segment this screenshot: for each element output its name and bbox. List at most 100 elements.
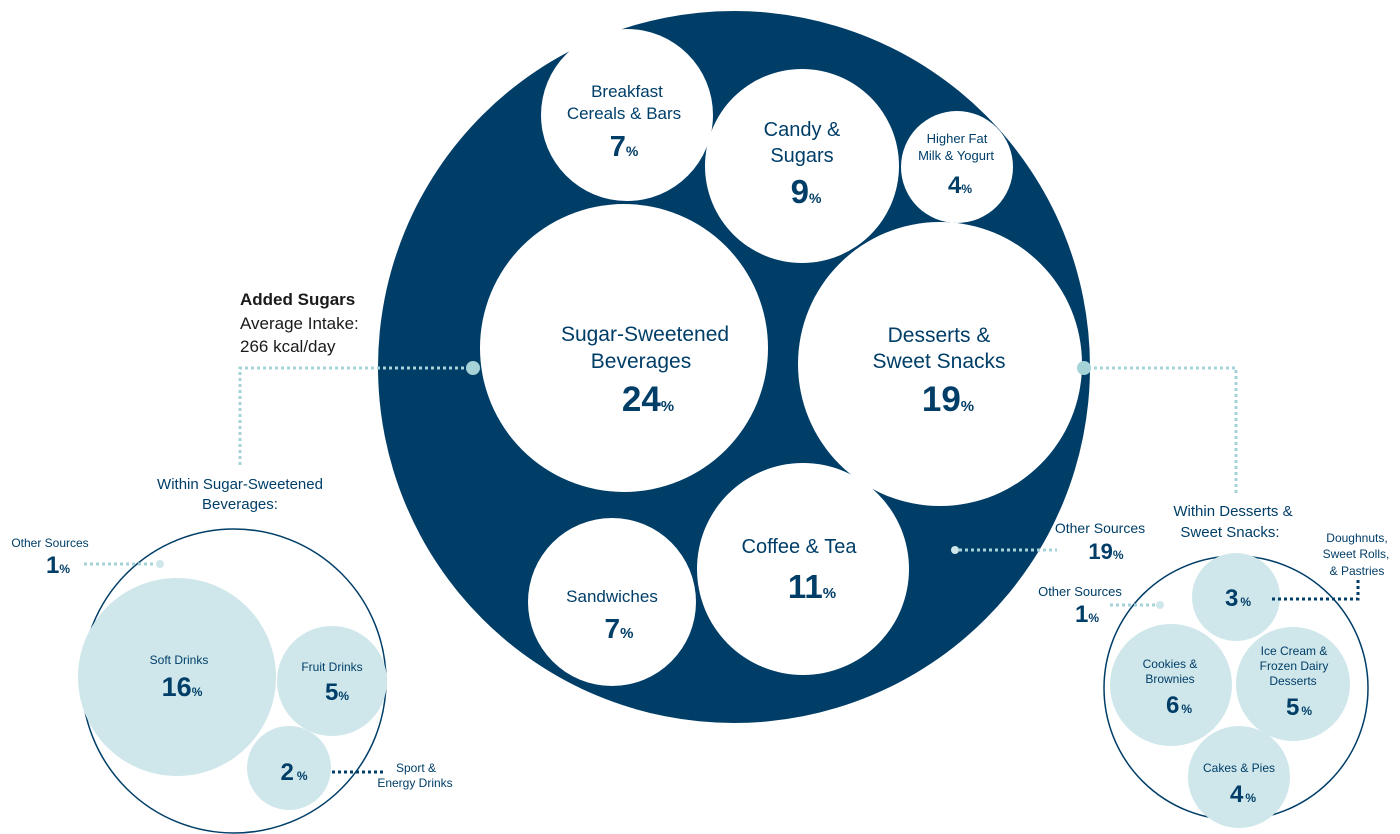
candy-value: 9 <box>791 173 809 210</box>
connector-ssb <box>238 366 470 466</box>
candy-pct: % <box>809 190 822 206</box>
cakes-pct: % <box>1245 791 1256 805</box>
ssb-breakdown-heading-2: Beverages: <box>202 496 278 513</box>
connector-ssb-dot <box>466 361 480 375</box>
milk-label-1: Higher Fat <box>927 131 988 146</box>
bubble-fruit-drinks <box>277 626 387 736</box>
sandwiches-label: Sandwiches <box>566 587 658 606</box>
intake-title: Added Sugars <box>240 290 355 309</box>
doughnuts-pct: % <box>1240 595 1251 609</box>
coffee-pct: % <box>823 585 836 602</box>
icecream-pct: % <box>1301 704 1312 718</box>
intake-annotation: Added Sugars Average Intake: 266 kcal/da… <box>240 290 359 356</box>
main-other-pct: % <box>1113 548 1124 562</box>
bubble-cakes-pies <box>1188 726 1290 828</box>
desserts-value: 19 <box>922 380 961 419</box>
cookies-pct: % <box>1181 702 1192 716</box>
desserts-other-label: Other Sources <box>1038 584 1122 599</box>
bubble-candy-sugars: Candy & Sugars 9% <box>705 69 899 263</box>
desserts-label-2: Sweet Snacks <box>872 350 1005 373</box>
ssb-other-value: 1 <box>46 552 59 579</box>
svg-text:19%: 19% <box>922 380 974 419</box>
bubble-sport-energy <box>247 726 331 810</box>
connector-desserts-dot <box>1077 361 1091 375</box>
milk-label-2: Milk & Yogurt <box>918 148 994 163</box>
cakes-value: 4 <box>1230 781 1244 808</box>
main-other-label: Other Sources <box>1055 520 1145 536</box>
ssb-other-pct: % <box>59 562 70 576</box>
svg-text:9%: 9% <box>791 173 822 210</box>
fruit-drinks-label: Fruit Drinks <box>301 660 362 674</box>
bubble-sandwiches: Sandwiches 7% <box>528 518 696 686</box>
svg-text:5%: 5% <box>1286 694 1312 721</box>
cookies-label-2: Brownies <box>1145 672 1194 686</box>
fruit-drinks-value: 5 <box>325 679 338 706</box>
candy-label-2: Sugars <box>770 145 833 167</box>
desserts-breakdown-heading-1: Within Desserts & <box>1173 503 1292 520</box>
doughnuts-value: 3 <box>1225 585 1238 612</box>
desserts-pct: % <box>961 398 974 415</box>
doughnuts-label-1: Doughnuts, <box>1326 531 1387 545</box>
ssb-value: 24 <box>622 380 661 419</box>
ssb-other-label: Other Sources <box>11 536 88 550</box>
main-other-value: 19 <box>1088 539 1112 564</box>
svg-text:11%: 11% <box>788 568 836 605</box>
milk-pct: % <box>961 182 972 196</box>
bubble-breakfast-cereals: Breakfast Cereals & Bars 7% <box>541 29 713 201</box>
doughnuts-connector <box>1272 580 1360 601</box>
ssb-breakdown-heading-1: Within Sugar-Sweetened <box>157 476 323 493</box>
desserts-breakdown: Within Desserts & Sweet Snacks: Other So… <box>1038 503 1389 828</box>
intake-line-1: Average Intake: <box>240 314 359 333</box>
svg-text:1%: 1% <box>1075 601 1099 628</box>
desserts-other-pct: % <box>1088 611 1099 625</box>
svg-text:4%: 4% <box>1230 781 1256 808</box>
bubble-desserts-sweet-snacks: Desserts & Sweet Snacks 19% <box>798 222 1082 506</box>
svg-text:19%: 19% <box>1088 539 1123 564</box>
cookies-label-1: Cookies & <box>1143 657 1198 671</box>
cakes-label: Cakes & Pies <box>1203 761 1275 775</box>
sport-energy-pct: % <box>297 769 308 783</box>
breakfast-value: 7 <box>610 131 626 163</box>
icecream-label-1: Ice Cream & <box>1261 644 1328 658</box>
coffee-label: Coffee & Tea <box>742 536 858 558</box>
candy-label-1: Candy & <box>764 119 841 141</box>
svg-text:5%: 5% <box>325 679 349 706</box>
breakfast-label-2: Cereals & Bars <box>567 104 681 123</box>
main-other-sources: Other Sources 19% <box>951 520 1145 564</box>
icecream-value: 5 <box>1286 694 1299 721</box>
desserts-breakdown-heading-2: Sweet Snacks: <box>1180 524 1279 541</box>
cookies-value: 6 <box>1166 692 1179 719</box>
bubble-ice-cream <box>1236 627 1350 741</box>
svg-text:16%: 16% <box>162 672 203 702</box>
doughnuts-label-3: & Pastries <box>1330 564 1385 578</box>
icecream-label-3: Desserts <box>1269 674 1316 688</box>
ssb-other-dot <box>156 560 164 568</box>
svg-text:2%: 2% <box>280 759 307 786</box>
connector-desserts <box>1088 366 1238 494</box>
bubble-soft-drinks <box>78 578 276 776</box>
sport-energy-label-1: Sport & <box>396 761 436 775</box>
bubble-sugar-sweetened-beverages: Sugar-Sweetened Beverages 24% <box>480 204 768 492</box>
svg-text:24%: 24% <box>622 380 674 419</box>
bubble-higher-fat-milk: Higher Fat Milk & Yogurt 4% <box>901 111 1013 223</box>
svg-text:6%: 6% <box>1166 692 1192 719</box>
desserts-other-dot <box>1156 601 1164 609</box>
breakfast-pct: % <box>626 143 639 159</box>
soft-drinks-value: 16 <box>162 672 192 702</box>
icecream-label-2: Frozen Dairy <box>1260 659 1329 673</box>
sandwiches-pct: % <box>620 625 633 642</box>
doughnuts-label-2: Sweet Rolls, <box>1323 547 1390 561</box>
bubble-doughnuts <box>1192 553 1280 641</box>
sport-energy-label-2: Energy Drinks <box>377 776 452 790</box>
desserts-label-1: Desserts & <box>888 324 991 347</box>
svg-text:3%: 3% <box>1225 585 1251 612</box>
soft-drinks-label: Soft Drinks <box>150 653 209 667</box>
ssb-breakdown: Within Sugar-Sweetened Beverages: Other … <box>11 476 453 834</box>
bubble-coffee-tea: Coffee & Tea 11% <box>697 463 909 675</box>
svg-text:1%: 1% <box>46 552 70 579</box>
bubble-cookies-brownies <box>1110 624 1232 746</box>
breakfast-label-1: Breakfast <box>591 82 663 101</box>
ssb-label-1: Sugar-Sweetened <box>561 323 729 346</box>
desserts-other-value: 1 <box>1075 601 1088 628</box>
